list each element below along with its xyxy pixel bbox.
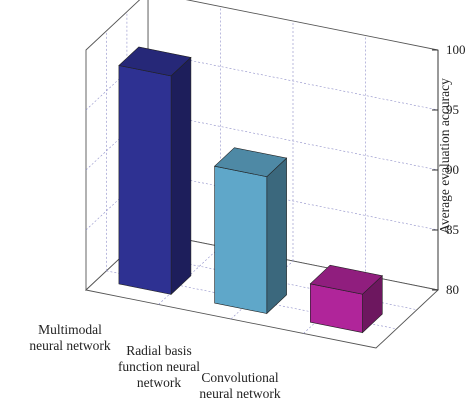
category-label: Radial basis function neural network (118, 343, 200, 390)
value-axis: 80 85 90 95 100 (432, 42, 466, 297)
bar (213, 147, 288, 315)
chart-bars (118, 46, 383, 334)
bar (309, 264, 383, 334)
bar-front-face (118, 65, 172, 295)
y-tick-label: 95 (446, 102, 459, 117)
y-tick-label: 100 (446, 42, 466, 57)
bar-top-face (118, 46, 192, 77)
category-label-line: Convolutional (201, 370, 278, 385)
bar-front-face (214, 165, 268, 314)
bar-side-face (170, 56, 192, 296)
category-label-line: Multimodal (38, 322, 102, 337)
y-tick-label: 85 (446, 222, 459, 237)
bar (118, 46, 192, 296)
category-label-line: neural network (199, 386, 281, 401)
category-label-line: neural network (29, 338, 111, 353)
bar-top-face (213, 147, 288, 178)
category-label: Convolutional neural network (199, 370, 281, 401)
category-label-line: network (137, 375, 181, 390)
bar-top-face (309, 264, 383, 295)
y-tick-label: 90 (446, 162, 459, 177)
category-labels: Multimodal neural network Radial basis func… (29, 322, 281, 401)
y-axis-title: Average evaluation accuracy (437, 78, 452, 234)
bar-side-face (266, 157, 287, 315)
category-label-line: function neural (118, 359, 200, 374)
y-tick-label: 80 (446, 282, 459, 297)
category-label: Multimodal neural network (29, 322, 111, 353)
category-label-line: Radial basis (126, 343, 192, 358)
